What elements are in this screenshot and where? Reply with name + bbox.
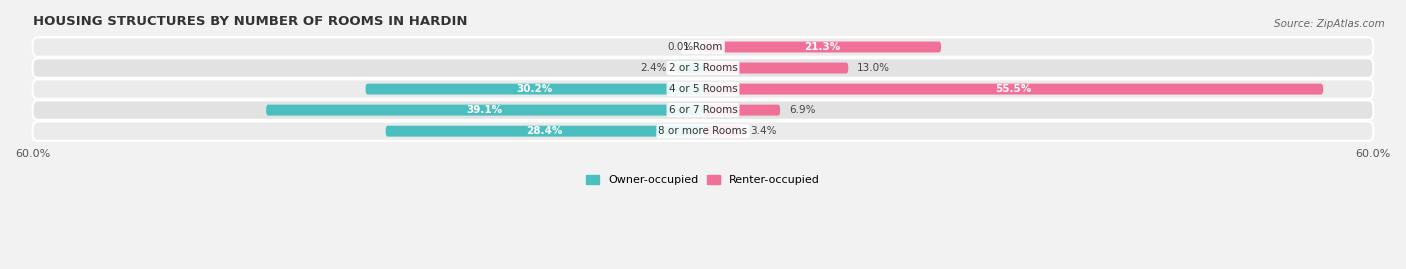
Text: 3.4%: 3.4% <box>749 126 776 136</box>
FancyBboxPatch shape <box>32 122 1374 141</box>
FancyBboxPatch shape <box>703 41 941 52</box>
Text: 1 Room: 1 Room <box>683 42 723 52</box>
Text: 8 or more Rooms: 8 or more Rooms <box>658 126 748 136</box>
Text: 2.4%: 2.4% <box>641 63 668 73</box>
FancyBboxPatch shape <box>676 63 703 73</box>
Text: HOUSING STRUCTURES BY NUMBER OF ROOMS IN HARDIN: HOUSING STRUCTURES BY NUMBER OF ROOMS IN… <box>32 15 467 28</box>
Text: 6.9%: 6.9% <box>789 105 815 115</box>
Text: 39.1%: 39.1% <box>467 105 502 115</box>
FancyBboxPatch shape <box>32 79 1374 99</box>
Text: 30.2%: 30.2% <box>516 84 553 94</box>
FancyBboxPatch shape <box>366 84 703 94</box>
FancyBboxPatch shape <box>703 126 741 137</box>
FancyBboxPatch shape <box>32 58 1374 78</box>
FancyBboxPatch shape <box>32 37 1374 57</box>
Text: Source: ZipAtlas.com: Source: ZipAtlas.com <box>1274 19 1385 29</box>
Text: 13.0%: 13.0% <box>858 63 890 73</box>
Text: 6 or 7 Rooms: 6 or 7 Rooms <box>669 105 737 115</box>
Text: 0.0%: 0.0% <box>668 42 695 52</box>
FancyBboxPatch shape <box>385 126 703 137</box>
Text: 4 or 5 Rooms: 4 or 5 Rooms <box>669 84 737 94</box>
FancyBboxPatch shape <box>703 63 848 73</box>
FancyBboxPatch shape <box>32 100 1374 120</box>
Text: 21.3%: 21.3% <box>804 42 841 52</box>
FancyBboxPatch shape <box>703 105 780 116</box>
FancyBboxPatch shape <box>266 105 703 116</box>
Text: 55.5%: 55.5% <box>995 84 1031 94</box>
FancyBboxPatch shape <box>703 84 1323 94</box>
Text: 2 or 3 Rooms: 2 or 3 Rooms <box>669 63 737 73</box>
Text: 28.4%: 28.4% <box>526 126 562 136</box>
Legend: Owner-occupied, Renter-occupied: Owner-occupied, Renter-occupied <box>581 170 825 189</box>
